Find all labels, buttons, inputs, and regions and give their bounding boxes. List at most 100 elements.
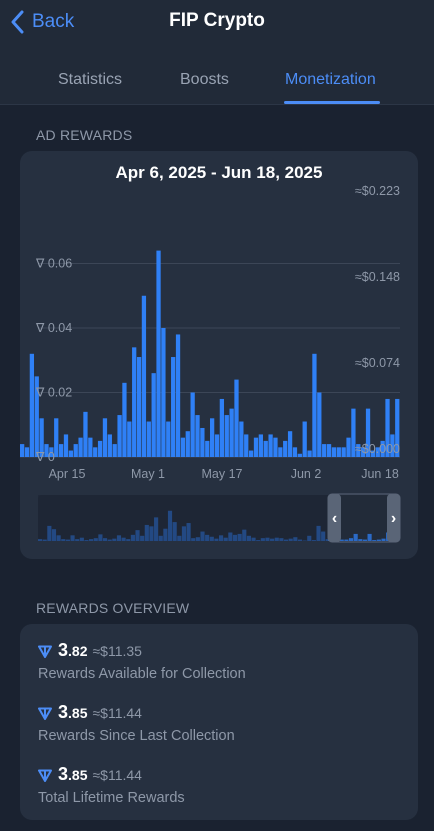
navigator-dim: [38, 495, 328, 541]
page-title: FIP Crypto: [169, 10, 265, 31]
chart-bar: [63, 434, 69, 457]
navigator-bar: [265, 537, 270, 541]
chart-bar: [268, 434, 273, 457]
navigator-bar: [89, 539, 94, 541]
navigator-bar: [61, 539, 66, 541]
navigator-bar: [200, 531, 205, 541]
chevron-left-icon: [11, 10, 24, 34]
chart-bar: [24, 447, 30, 457]
chart-bar: [171, 357, 176, 457]
chart-bar: [156, 250, 161, 457]
reward-item-lifetime: 3.85 ≈$11.44 Total Lifetime Rewards: [38, 764, 185, 806]
chart-bar: [58, 444, 64, 457]
chart-bar: [322, 444, 327, 457]
chart-bar: [258, 434, 263, 457]
navigator-bar: [358, 539, 363, 541]
tab-boosts[interactable]: Boosts: [180, 71, 229, 88]
chart-bar: [195, 415, 200, 457]
navigator-bar: [223, 537, 228, 541]
chart-bar: [278, 447, 283, 457]
navigator-bar: [163, 528, 168, 541]
navigator-bar: [283, 539, 289, 541]
navigator-bar: [191, 538, 196, 541]
chart-bar: [370, 450, 376, 457]
navigator-track: [38, 495, 400, 541]
navigator-bar: [102, 538, 108, 541]
reward-item-available: 3.82 ≈$11.35 Rewards Available for Colle…: [38, 640, 246, 682]
chart-bar: [302, 421, 307, 457]
chart-bar: [297, 453, 302, 457]
navigator-bar: [214, 538, 219, 541]
navigator-bar: [56, 535, 61, 541]
chart-bar: [283, 440, 288, 458]
chart-bar: [375, 447, 380, 457]
navigator-bar: [372, 540, 377, 542]
reward-usd: ≈$11.44: [92, 705, 142, 721]
chart-bar: [29, 353, 35, 457]
chart-bar: [395, 398, 400, 457]
back-label: Back: [32, 11, 75, 32]
navigator-bar: [246, 535, 251, 541]
chart-bar: [210, 418, 215, 457]
navigator-right-handle[interactable]: [387, 494, 400, 542]
chart-bar: [132, 347, 137, 457]
chart-bar: [331, 447, 337, 457]
navigator-bar: [260, 538, 265, 541]
chart-bar: [127, 421, 132, 457]
chart-bar: [263, 440, 268, 458]
back-button[interactable]: Back: [10, 8, 74, 36]
chart-bar: [39, 418, 44, 457]
chart-bar: [146, 421, 151, 457]
navigator-bar: [51, 529, 57, 541]
navigator-bar: [353, 533, 358, 541]
navigator-bar: [84, 540, 89, 542]
chart-bar: [161, 328, 166, 457]
chart-bar: [346, 437, 351, 457]
navigator-bar: [42, 539, 47, 541]
x-tick: Jun 2: [291, 467, 322, 481]
navigator-left-handle[interactable]: [328, 494, 341, 542]
chart-bar: [136, 357, 142, 457]
chart-bar: [97, 440, 103, 458]
chart-bar: [356, 444, 361, 457]
chart-bar: [239, 421, 244, 457]
tab-bar: Statistics Boosts Monetization: [0, 66, 434, 105]
chart-bar: [385, 398, 390, 457]
navigator-bar: [135, 530, 140, 541]
x-tick: May 1: [131, 467, 165, 481]
navigator-bar: [316, 525, 321, 541]
chart-bar: [190, 392, 195, 457]
navigator-bar: [177, 535, 182, 541]
tab-monetization[interactable]: Monetization: [285, 71, 376, 88]
chart-bar: [326, 444, 332, 457]
chart-bar: [151, 373, 156, 457]
chart-bar: [200, 427, 205, 457]
navigator-bar: [344, 539, 349, 541]
navigator-bar: [237, 533, 242, 541]
navigator-bar: [181, 526, 187, 541]
navigator-bar: [362, 539, 368, 541]
navigator-bar: [242, 529, 247, 541]
navigator-bar: [75, 539, 80, 541]
chart-bar: [102, 418, 108, 457]
chart-bar: [361, 447, 366, 457]
reward-label: Total Lifetime Rewards: [38, 790, 185, 806]
y-tick-left: ∇ 0.04: [35, 321, 72, 335]
chart-bar: [54, 418, 59, 457]
navigator-bar: [251, 537, 256, 541]
chart-bar: [336, 447, 341, 457]
chart-bar: [78, 437, 83, 457]
ad-rewards-chart[interactable]: ∇ 0 ∇ 0.02 ∇ 0.04 ∇ 0.06 ≈$0.000 ≈$0.074 ≈$0.1…: [20, 151, 418, 559]
chevron-left-icon: ‹: [332, 510, 337, 527]
chart-bar: [185, 431, 190, 457]
navigator-bar: [209, 536, 214, 541]
navigator-bar: [256, 540, 261, 542]
y-tick-left: ∇ 0.06: [35, 257, 72, 271]
chart-bar: [122, 382, 127, 457]
chart-bar: [244, 434, 249, 457]
navigator-bar: [167, 510, 173, 541]
navigator-bar: [107, 539, 112, 541]
chart-bar: [307, 450, 312, 457]
chart-bar: [219, 398, 225, 457]
tab-statistics[interactable]: Statistics: [58, 71, 123, 88]
